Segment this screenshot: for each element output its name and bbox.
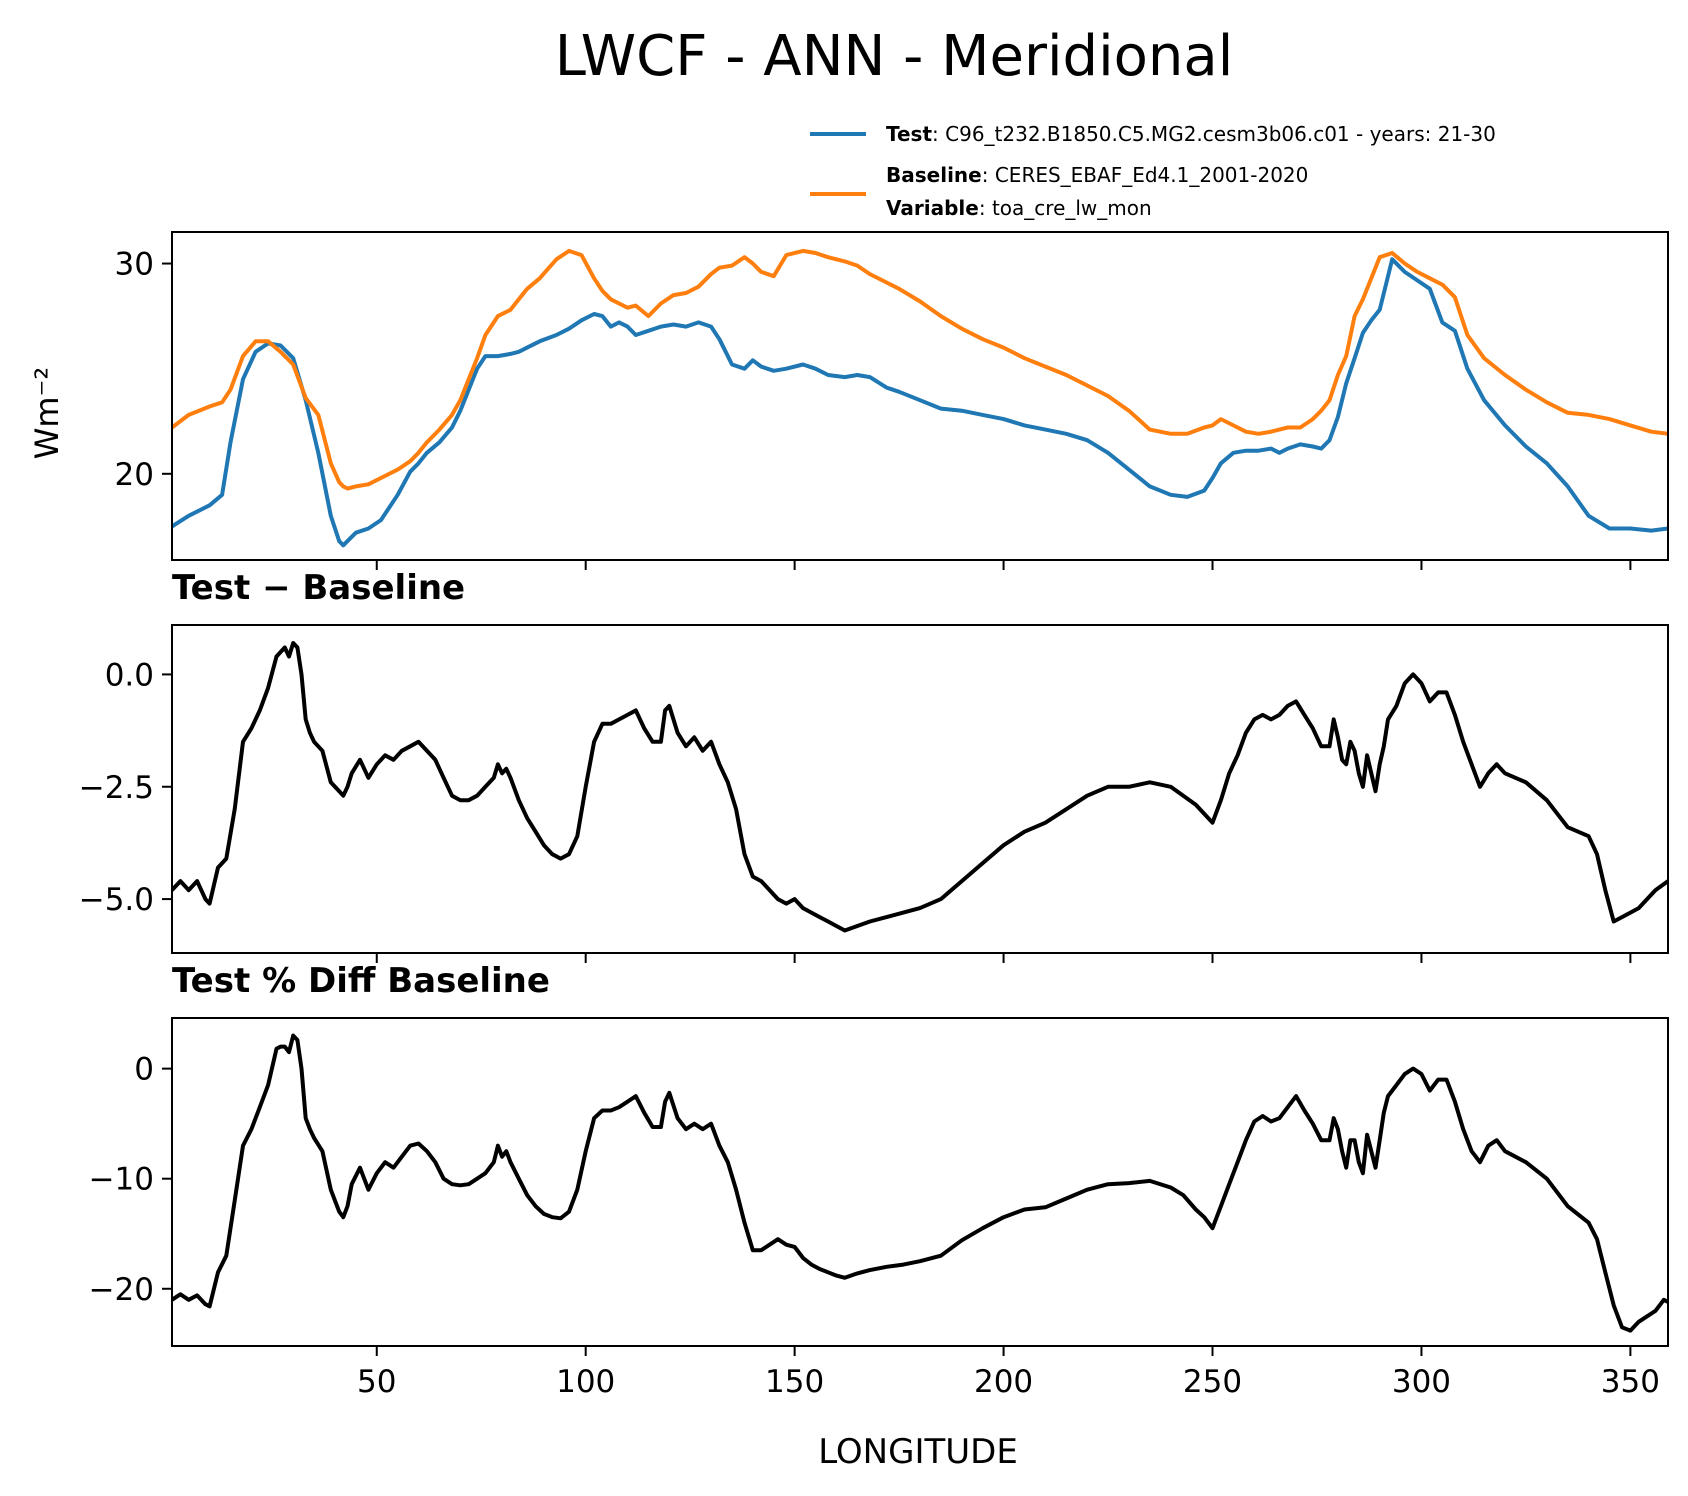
x-tick-label: 150 xyxy=(765,1364,824,1400)
y-tick-label: −10 xyxy=(89,1162,154,1198)
legend-key-test: Test xyxy=(886,122,932,146)
y-tick-label: 20 xyxy=(115,457,154,493)
legend-value-variable: toa_cre_lw_mon xyxy=(992,196,1152,220)
series-line-baseline xyxy=(172,248,1668,491)
series-line-test xyxy=(172,257,1668,548)
y-tick-label: 30 xyxy=(115,247,154,283)
legend-value-test: C96_t232.B1850.C5.MG2.cesm3b06.c01 - yea… xyxy=(945,122,1496,146)
legend-entry-test: Test: C96_t232.B1850.C5.MG2.cesm3b06.c01… xyxy=(886,122,1496,146)
y-tick-label: −2.5 xyxy=(79,770,154,806)
x-tick-label: 100 xyxy=(556,1364,615,1400)
legend-sep-variable: : xyxy=(979,196,992,220)
y-tick-label: −20 xyxy=(89,1272,154,1308)
x-tick-label: 350 xyxy=(1601,1364,1660,1400)
x-tick-label: 200 xyxy=(974,1364,1033,1400)
legend-entry-baseline: Baseline: CERES_EBAF_Ed4.1_2001-2020 xyxy=(886,163,1308,187)
legend: Test: C96_t232.B1850.C5.MG2.cesm3b06.c01… xyxy=(810,122,1496,220)
y-tick-label: −5.0 xyxy=(79,882,154,918)
x-axis-label: LONGITUDE xyxy=(818,1432,1018,1472)
panel-title-difference: Test − Baseline xyxy=(172,568,465,608)
legend-sep-baseline: : xyxy=(982,163,995,187)
y-tick-label: 0.0 xyxy=(105,657,154,693)
x-tick-label: 50 xyxy=(357,1364,396,1400)
figure-title: LWCF - ANN - Meridional xyxy=(555,24,1234,89)
series-line-difference xyxy=(172,641,1668,933)
axes-frame xyxy=(171,1017,1669,1347)
ylabel-top: Wm⁻² xyxy=(28,367,66,460)
panel-title-percent-difference: Test % Diff Baseline xyxy=(172,961,550,1001)
panel-percent-difference: −20 −10 0 50 100 150 200 250 300 350 xyxy=(89,1017,1669,1400)
axes-frame xyxy=(171,231,1669,561)
legend-entry-variable: Variable: toa_cre_lw_mon xyxy=(886,196,1152,220)
x-tick-label: 250 xyxy=(1183,1364,1242,1400)
series-line-percent-difference xyxy=(172,1033,1668,1333)
legend-sep-test: : xyxy=(932,122,945,146)
legend-key-baseline: Baseline xyxy=(886,163,982,187)
legend-value-baseline: CERES_EBAF_Ed4.1_2001-2020 xyxy=(995,163,1309,187)
panel-difference: −5.0 −2.5 0.0 xyxy=(79,624,1669,963)
x-tick-label: 300 xyxy=(1392,1364,1451,1400)
y-tick-label: 0 xyxy=(134,1052,154,1088)
legend-key-variable: Variable xyxy=(886,196,979,220)
axes-frame xyxy=(171,624,1669,954)
